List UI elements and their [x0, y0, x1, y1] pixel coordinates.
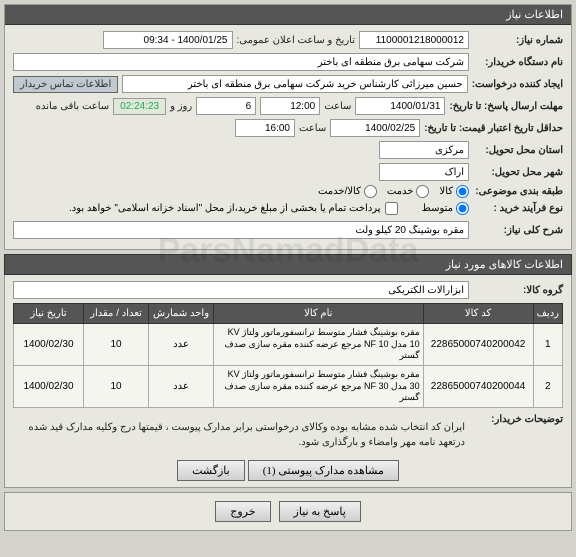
- table-row[interactable]: 122865000740200042مقره بوشینگ فشار متوسط…: [14, 324, 563, 366]
- desc-field[interactable]: [13, 221, 469, 239]
- city-label: شهر محل تحویل:: [473, 167, 563, 178]
- cell-date: 1400/02/30: [14, 366, 84, 408]
- exit-button[interactable]: خروج: [215, 501, 270, 522]
- cell-name: مقره بوشینگ فشار متوسط ترانسفورماتور ولت…: [214, 366, 424, 408]
- table-row[interactable]: 222865000740200044مقره بوشینگ فشار متوسط…: [14, 366, 563, 408]
- need-number-label: شماره نیاز:: [473, 35, 563, 46]
- cell-code: 22865000740200042: [423, 324, 533, 366]
- cell-code: 22865000740200044: [423, 366, 533, 408]
- cell-date: 1400/02/30: [14, 324, 84, 366]
- radio-goods-service-label: کالا/خدمت: [318, 186, 361, 197]
- th-code: کد کالا: [423, 304, 533, 324]
- cell-rownum: 1: [533, 324, 562, 366]
- public-date-label: تاریخ و ساعت اعلان عمومی:: [237, 35, 356, 46]
- countdown-field: 02:24:23: [113, 98, 166, 115]
- cell-qty: 10: [84, 324, 149, 366]
- radio-medium-label: متوسط: [422, 203, 453, 214]
- day-label: روز و: [170, 101, 192, 112]
- validity-date-field[interactable]: [330, 119, 420, 137]
- back-button[interactable]: بازگشت: [177, 460, 245, 481]
- items-table: ردیف کد کالا نام کالا واحد شمارش تعداد /…: [13, 303, 563, 408]
- radio-goods-label: کالا: [439, 186, 453, 197]
- cell-rownum: 2: [533, 366, 562, 408]
- process-radio-group: متوسط: [422, 202, 469, 215]
- radio-goods[interactable]: کالا: [439, 185, 469, 198]
- attachments-button[interactable]: مشاهده مدارک پیوستی (1): [248, 460, 399, 481]
- need-number-field[interactable]: [359, 31, 469, 49]
- cell-unit: عدد: [149, 324, 214, 366]
- cell-unit: عدد: [149, 366, 214, 408]
- time-label-1: ساعت: [324, 101, 351, 112]
- group-label: گروه کالا:: [473, 285, 563, 296]
- th-date: تاریخ نیاز: [14, 304, 84, 324]
- radio-service[interactable]: خدمت: [387, 185, 430, 198]
- radio-medium[interactable]: متوسط: [422, 202, 469, 215]
- province-field[interactable]: [379, 141, 469, 159]
- group-field[interactable]: [13, 281, 469, 299]
- reply-button[interactable]: پاسخ به نیاز: [279, 501, 361, 522]
- footer-bar: پاسخ به نیاز خروج: [4, 492, 572, 531]
- desc-label: شرح کلی نیاز:: [473, 225, 563, 236]
- th-unit: واحد شمارش: [149, 304, 214, 324]
- deadline-label: مهلت ارسال پاسخ: تا تاریخ:: [449, 101, 563, 112]
- treasury-note-label: پرداخت تمام یا بخشی از مبلغ خرید،از محل …: [69, 203, 381, 214]
- items-subpanel: گروه کالا: ردیف کد کالا نام کالا واحد شم…: [4, 275, 572, 488]
- province-label: استان محل تحویل:: [473, 145, 563, 156]
- radio-service-label: خدمت: [387, 186, 414, 197]
- creator-label: ایجاد کننده درخواست:: [472, 79, 563, 90]
- validity-time-field[interactable]: [235, 119, 295, 137]
- buyer-name-field[interactable]: [13, 53, 469, 71]
- category-radio-group: کالا خدمت کالا/خدمت: [318, 185, 469, 198]
- category-label: طبقه بندی موضوعی:: [473, 186, 563, 197]
- creator-field[interactable]: [122, 75, 467, 93]
- th-name: نام کالا: [214, 304, 424, 324]
- th-row: ردیف: [533, 304, 562, 324]
- city-field[interactable]: [379, 163, 469, 181]
- deadline-date-field[interactable]: [355, 97, 445, 115]
- buyer-name-label: نام دستگاه خریدار:: [473, 57, 563, 68]
- cell-qty: 10: [84, 366, 149, 408]
- contact-button[interactable]: اطلاعات تماس خریدار: [13, 76, 118, 93]
- radio-goods-service[interactable]: کالا/خدمت: [318, 185, 377, 198]
- info-panel: اطلاعات نیاز شماره نیاز: تاریخ و ساعت اع…: [4, 4, 572, 250]
- cell-name: مقره بوشینگ فشار متوسط ترانسفورماتور ولت…: [214, 324, 424, 366]
- process-label: نوع فرآیند خرید :: [473, 203, 563, 214]
- buyer-notes-text: ایران کد انتخاب شده مشابه بوده وکالای در…: [13, 414, 469, 456]
- deadline-time-field[interactable]: [260, 97, 320, 115]
- panel-title: اطلاعات نیاز: [5, 5, 571, 25]
- time-label-2: ساعت: [299, 123, 326, 134]
- remaining-label: ساعت باقی مانده: [36, 101, 109, 112]
- items-section-header: اطلاعات کالاهای مورد نیاز: [4, 254, 572, 275]
- validity-label: حداقل تاریخ اعتبار قیمت: تا تاریخ:: [424, 123, 563, 134]
- buyer-notes-label: توضیحات خریدار:: [473, 414, 563, 425]
- days-left-field: [196, 97, 256, 115]
- th-qty: تعداد / مقدار: [84, 304, 149, 324]
- public-date-field[interactable]: [103, 31, 233, 49]
- treasury-checkbox[interactable]: پرداخت تمام یا بخشی از مبلغ خرید،از محل …: [69, 202, 398, 215]
